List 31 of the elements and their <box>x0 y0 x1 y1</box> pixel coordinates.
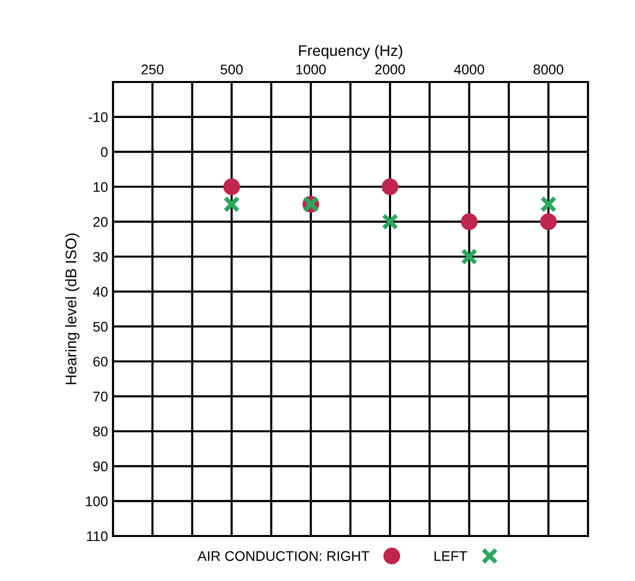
legend-label: LEFT <box>434 551 468 561</box>
point <box>382 178 398 196</box>
y-tick-label: 90 <box>93 461 108 472</box>
point <box>223 196 240 213</box>
y-tick-label: 20 <box>93 217 108 227</box>
y-tick-label: 100 <box>86 496 108 506</box>
y-axis-title: Hearing level (dB ISO) <box>65 234 80 384</box>
y-tick-label: 50 <box>93 322 108 332</box>
x-tick-label: 2000 <box>375 64 405 74</box>
y-tick-label: 110 <box>87 531 108 542</box>
y-tick-label: 30 <box>93 252 108 262</box>
point <box>223 178 240 196</box>
point <box>540 213 557 230</box>
y-tick-label: -10 <box>88 112 108 122</box>
point <box>540 196 557 213</box>
x-tick-label: 250 <box>142 64 164 74</box>
x-tick-label: 8000 <box>534 64 564 74</box>
y-tick-label: 80 <box>93 426 108 436</box>
point <box>460 213 478 230</box>
y-tick-label: 40 <box>93 286 108 297</box>
legend-label: AIR CONDUCTION: RIGHT <box>198 551 370 561</box>
y-tick-label: 60 <box>93 356 108 367</box>
x-tick-label: 4000 <box>454 64 484 74</box>
y-tick-label: 10 <box>94 182 108 192</box>
point <box>460 248 478 265</box>
x-tick-label: 1000 <box>296 64 326 74</box>
point <box>382 213 398 230</box>
x-tick-label: 500 <box>220 64 243 74</box>
x-axis-title: Frequency (Hz) <box>299 44 402 60</box>
y-tick-label: 0 <box>100 147 108 158</box>
y-tick-label: 70 <box>93 392 108 402</box>
